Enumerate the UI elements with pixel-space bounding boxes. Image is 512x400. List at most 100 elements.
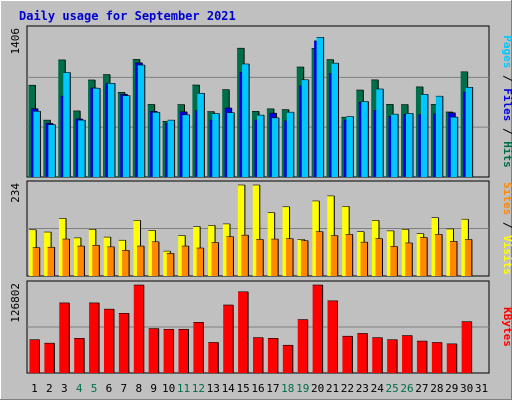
bar-sites (226, 236, 234, 276)
x-tick-label: 1 (31, 382, 38, 395)
side-label-part: / (501, 215, 512, 235)
x-tick-label: 30 (460, 382, 473, 395)
x-tick-label: 20 (311, 382, 324, 395)
y-max-label: 1406 (9, 28, 22, 55)
side-label-part: KBytes (501, 307, 512, 347)
bar-pages (450, 117, 458, 177)
x-tick-label: 14 (222, 382, 236, 395)
bar-pages (271, 117, 279, 177)
x-axis: 1 2 3 4 5 6 7 8 9 10 11 12 13 14 15 16 17 18 19 20 21 22 23 24 2… (31, 382, 488, 395)
bar-sites (256, 239, 264, 276)
bar-kbytes (357, 333, 368, 373)
bar-pages (376, 88, 384, 177)
series-kbytes (29, 284, 473, 373)
bar-kbytes (253, 337, 263, 373)
bar-sites (47, 247, 55, 276)
bar-kbytes (282, 345, 293, 373)
x-tick-label: 11 (177, 382, 190, 395)
side-label-part: Visits (501, 235, 512, 275)
x-tick-label: 8 (135, 382, 142, 395)
bar-sites (137, 246, 145, 276)
bar-kbytes (312, 285, 323, 373)
bar-pages (152, 112, 160, 177)
bar-kbytes (148, 328, 159, 373)
bar-pages (93, 88, 101, 177)
bar-kbytes (461, 321, 472, 373)
bar-sites (405, 242, 413, 276)
x-tick-label: 15 (236, 382, 249, 395)
bar-pages (420, 94, 428, 177)
bar-kbytes (163, 329, 174, 373)
side-label-part: Pages (501, 35, 512, 68)
x-tick-label: 5 (91, 382, 98, 395)
x-tick-label: 4 (76, 382, 83, 395)
bar-sites (435, 234, 443, 276)
bar-kbytes (208, 342, 219, 373)
x-tick-label: 3 (61, 382, 68, 395)
side-label-part: / (501, 68, 512, 88)
bar-kbytes (238, 291, 249, 373)
chart-title: Daily usage for September 2021 (19, 9, 236, 23)
bar-pages (286, 112, 294, 177)
bar-pages (257, 115, 264, 177)
bar-pages (301, 79, 309, 177)
bar-kbytes (133, 285, 144, 373)
bar-sites (390, 246, 398, 276)
bar-sites (107, 246, 115, 276)
side-label: Sites / Visits (501, 182, 512, 275)
y-max-label: 126802 (9, 283, 22, 323)
bar-sites (300, 240, 308, 276)
x-tick-label: 6 (106, 382, 113, 395)
bar-kbytes (118, 313, 129, 373)
bar-pages (227, 112, 235, 177)
bar-kbytes (267, 338, 278, 373)
x-tick-label: 7 (121, 382, 128, 395)
bar-kbytes (416, 341, 427, 373)
x-tick-label: 9 (150, 382, 157, 395)
bar-kbytes (297, 319, 308, 373)
bar-pages (107, 83, 115, 177)
bar-kbytes (372, 337, 383, 373)
side-label-part: Files (501, 88, 512, 121)
bar-pages (242, 63, 250, 178)
bar-sites (92, 245, 100, 276)
x-tick-label: 26 (400, 382, 413, 395)
side-label: Pages / Files / Hits (501, 35, 512, 168)
bar-kbytes (387, 339, 398, 373)
bar-sites (449, 241, 457, 276)
bar-pages (331, 63, 339, 177)
bar-sites (330, 235, 338, 276)
x-tick-label: 10 (162, 382, 175, 395)
series-side-labels: Pages / Files / Hits Sites / Visits KBytes (501, 35, 512, 347)
bar-pages (78, 120, 86, 177)
bar-kbytes (74, 338, 85, 373)
x-tick-label: 17 (266, 382, 279, 395)
y-max-label: 234 (9, 183, 22, 203)
bar-sites (151, 241, 159, 276)
bar-pages (212, 113, 220, 177)
bar-pages (63, 72, 71, 177)
bar-sites (271, 239, 279, 276)
x-tick-label: 31 (475, 382, 488, 395)
panel-kbytes: 126802 (9, 280, 490, 374)
bar-pages (435, 96, 443, 177)
bar-pages (33, 111, 41, 177)
bar-sites (166, 253, 174, 276)
bar-pages (361, 101, 369, 177)
bar-sites (32, 247, 40, 276)
bar-kbytes (193, 322, 204, 373)
x-tick-label: 25 (386, 382, 399, 395)
bar-pages (182, 114, 190, 177)
x-tick-label: 13 (207, 382, 220, 395)
x-tick-label: 16 (251, 382, 264, 395)
x-tick-label: 18 (281, 382, 294, 395)
bar-sites (464, 239, 472, 276)
side-label-part: / (501, 121, 512, 141)
series-sites (32, 231, 473, 276)
bar-sites (196, 248, 204, 276)
bar-sites (181, 246, 189, 276)
x-tick-label: 2 (46, 382, 53, 395)
side-label: KBytes (501, 307, 512, 347)
bar-sites (315, 231, 323, 276)
bar-sites (122, 250, 130, 276)
